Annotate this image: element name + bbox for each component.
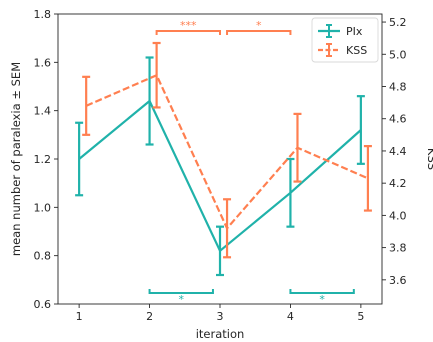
y-tick-label: 0.6 <box>34 298 52 311</box>
right-y-tick-label: 4.6 <box>389 113 407 126</box>
right-y-tick-label: 5.0 <box>389 48 407 61</box>
right-y-tick-label: 3.8 <box>389 242 407 255</box>
significance-bracket <box>226 30 292 35</box>
pix-series-line <box>78 99 362 252</box>
right-y-tick-label: 4.4 <box>389 145 407 158</box>
right-y-tick-label: 4.8 <box>389 81 407 94</box>
pix-legend-label: PIx <box>346 25 363 38</box>
y-tick-label: 0.8 <box>34 250 52 263</box>
kss-legend-label: KSS <box>346 44 367 57</box>
kss-series-line <box>85 74 369 230</box>
y-axis-label: mean number of paralexia ± SEM <box>9 62 23 256</box>
right-y-tick-label: 3.6 <box>389 274 407 287</box>
axis-ticks: 1 2 3 4 5 0.6 0.8 1.0 1.2 1.4 1.6 1.8 3.6 3.8 4.0 4.2 4.… <box>34 8 407 323</box>
right-y-tick-label: 4.2 <box>389 177 407 190</box>
y-tick-label: 1.2 <box>34 153 52 166</box>
significance-label: * <box>319 293 325 306</box>
y-tick-label: 1.6 <box>34 56 52 69</box>
significance-bracket <box>289 289 355 294</box>
significance-label: * <box>256 19 262 32</box>
y-tick-label: 1.0 <box>34 201 52 214</box>
legend-box <box>311 17 379 63</box>
plot-area: *** ** * <box>75 19 372 306</box>
x-tick-label: 3 <box>217 310 224 323</box>
significance-label: * <box>179 293 185 306</box>
right-y-tick-label: 4.0 <box>389 209 407 222</box>
significance-bracket <box>148 289 214 294</box>
x-tick-label: 2 <box>146 310 153 323</box>
x-tick-label: 1 <box>76 310 83 323</box>
right-y-tick-label: 5.2 <box>389 16 407 29</box>
right-y-axis-label: KSS <box>425 148 433 170</box>
significance-bracket <box>155 30 221 35</box>
significance-label: *** <box>180 19 197 32</box>
x-axis-label: iteration <box>196 327 245 341</box>
x-tick-label: 5 <box>357 310 364 323</box>
y-tick-label: 1.4 <box>34 105 52 118</box>
y-tick-label: 1.8 <box>34 8 52 21</box>
legend: PIx KSS <box>311 17 379 63</box>
x-tick-label: 4 <box>287 310 294 323</box>
